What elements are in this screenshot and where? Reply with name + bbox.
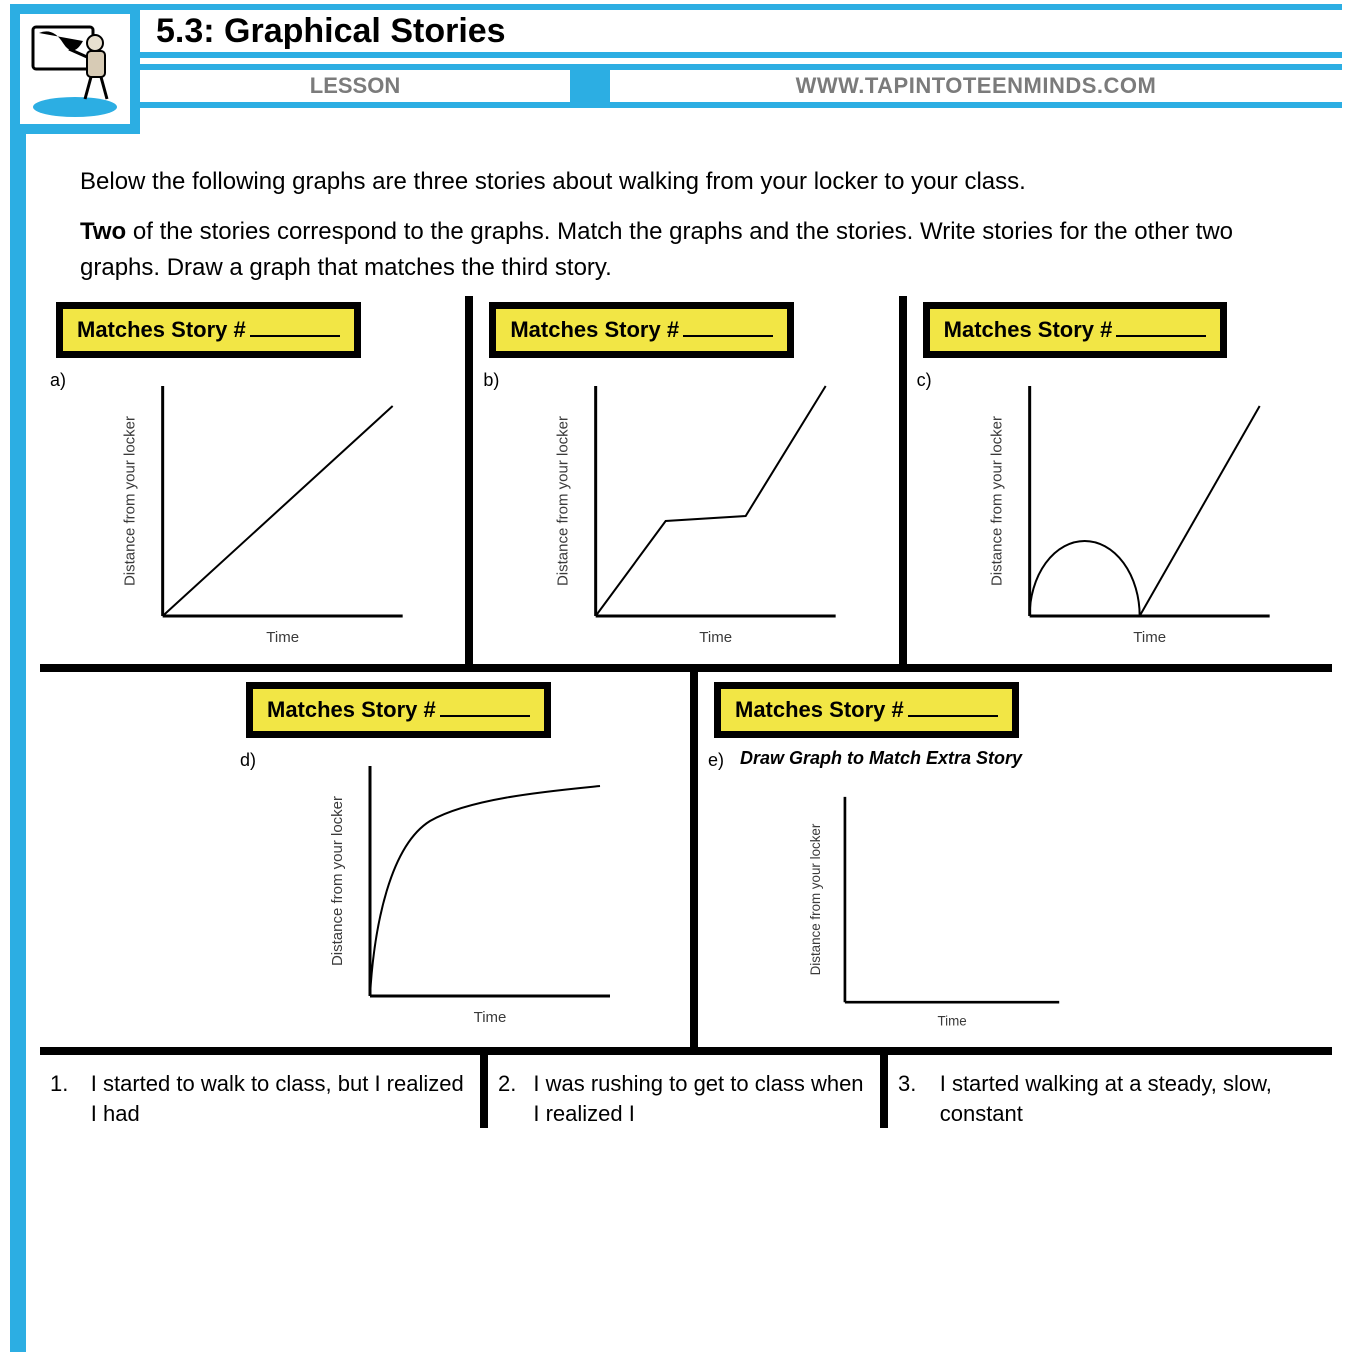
match-label: Matches Story # bbox=[944, 317, 1113, 342]
story-3-text: I started walking at a steady, slow, con… bbox=[940, 1069, 1322, 1128]
intro-rest: of the stories correspond to the graphs.… bbox=[80, 218, 1233, 281]
match-label: Matches Story # bbox=[735, 697, 904, 722]
story-3-num: 3. bbox=[898, 1069, 940, 1128]
stories-row: 1. I started to walk to class, but I rea… bbox=[40, 1055, 1332, 1128]
graph-row-2: Matches Story # d) Distance from your lo… bbox=[40, 672, 1332, 1055]
blank-b[interactable] bbox=[683, 335, 773, 337]
svg-text:Time: Time bbox=[1133, 629, 1166, 646]
graph-b: Distance from your locker Time bbox=[507, 366, 888, 646]
graph-c: Distance from your locker Time bbox=[941, 366, 1322, 646]
match-tag-e: Matches Story # bbox=[714, 682, 1019, 738]
svg-text:Distance from your locker: Distance from your locker bbox=[808, 823, 823, 975]
match-label: Matches Story # bbox=[267, 697, 436, 722]
match-tag-b: Matches Story # bbox=[489, 302, 794, 358]
story-1: 1. I started to walk to class, but I rea… bbox=[40, 1055, 480, 1128]
match-tag-c: Matches Story # bbox=[923, 302, 1228, 358]
svg-text:Distance from your locker: Distance from your locker bbox=[988, 416, 1005, 586]
blank-d[interactable] bbox=[440, 715, 530, 717]
page-title: 5.3: Graphical Stories bbox=[156, 12, 506, 51]
intro-line-1: Below the following graphs are three sto… bbox=[80, 164, 1292, 200]
intro-text: Below the following graphs are three sto… bbox=[40, 164, 1332, 286]
svg-text:Distance from your locker: Distance from your locker bbox=[122, 416, 139, 586]
match-label: Matches Story # bbox=[77, 317, 246, 342]
blank-e[interactable] bbox=[908, 715, 998, 717]
graph-cell-e: Matches Story # e) Draw Graph to Match E… bbox=[690, 672, 1150, 1047]
graph-cell-b: Matches Story # b) Distance from your lo… bbox=[465, 296, 898, 664]
graph-a: Distance from your locker Time bbox=[74, 366, 455, 646]
header-divider bbox=[570, 70, 610, 102]
row2-spacer bbox=[40, 672, 230, 1047]
graph-cell-d: Matches Story # d) Distance from your lo… bbox=[230, 672, 690, 1047]
graph-letter-d: d) bbox=[240, 746, 264, 771]
story-1-num: 1. bbox=[50, 1069, 91, 1128]
svg-text:Distance from your locker: Distance from your locker bbox=[329, 796, 346, 966]
lesson-label: LESSON bbox=[140, 70, 570, 102]
graph-letter-e: e) bbox=[708, 746, 732, 771]
story-3: 3. I started walking at a steady, slow, … bbox=[880, 1055, 1332, 1128]
story-1-text: I started to walk to class, but I realiz… bbox=[91, 1069, 470, 1128]
left-rail bbox=[10, 134, 26, 1352]
svg-text:Distance from your locker: Distance from your locker bbox=[555, 416, 572, 586]
graph-letter-a: a) bbox=[50, 366, 74, 391]
intro-line-2: Two of the stories correspond to the gra… bbox=[80, 214, 1292, 286]
title-bar: 5.3: Graphical Stories bbox=[140, 4, 1342, 58]
match-label: Matches Story # bbox=[510, 317, 679, 342]
graph-row-1: Matches Story # a) Distance from your lo… bbox=[40, 296, 1332, 672]
story-2: 2. I was rushing to get to class when I … bbox=[480, 1055, 880, 1128]
svg-text:Time: Time bbox=[937, 1013, 966, 1028]
graph-cell-c: Matches Story # c) Distance from your lo… bbox=[899, 296, 1332, 664]
brand-logo bbox=[10, 4, 140, 134]
graph-cell-a: Matches Story # a) Distance from your lo… bbox=[40, 296, 465, 664]
blank-a[interactable] bbox=[250, 335, 340, 337]
story-2-text: I was rushing to get to class when I rea… bbox=[533, 1069, 870, 1128]
graph-d: Distance from your locker Time bbox=[264, 746, 680, 1026]
svg-text:Time: Time bbox=[700, 629, 733, 646]
intro-bold: Two bbox=[80, 218, 126, 245]
blank-c[interactable] bbox=[1116, 335, 1206, 337]
match-tag-d: Matches Story # bbox=[246, 682, 551, 738]
graph-letter-b: b) bbox=[483, 366, 507, 391]
svg-text:Time: Time bbox=[474, 1009, 507, 1026]
match-tag-a: Matches Story # bbox=[56, 302, 361, 358]
site-url: WWW.TAPINTOTEENMINDS.COM bbox=[610, 70, 1342, 102]
graph-e-sublabel: Draw Graph to Match Extra Story bbox=[740, 746, 1022, 769]
graph-e[interactable]: Distance from your locker Time bbox=[732, 779, 1140, 1029]
story-2-num: 2. bbox=[498, 1069, 533, 1128]
sub-header: LESSON WWW.TAPINTOTEENMINDS.COM bbox=[140, 64, 1342, 108]
svg-text:Time: Time bbox=[266, 629, 299, 646]
graph-letter-c: c) bbox=[917, 366, 941, 391]
